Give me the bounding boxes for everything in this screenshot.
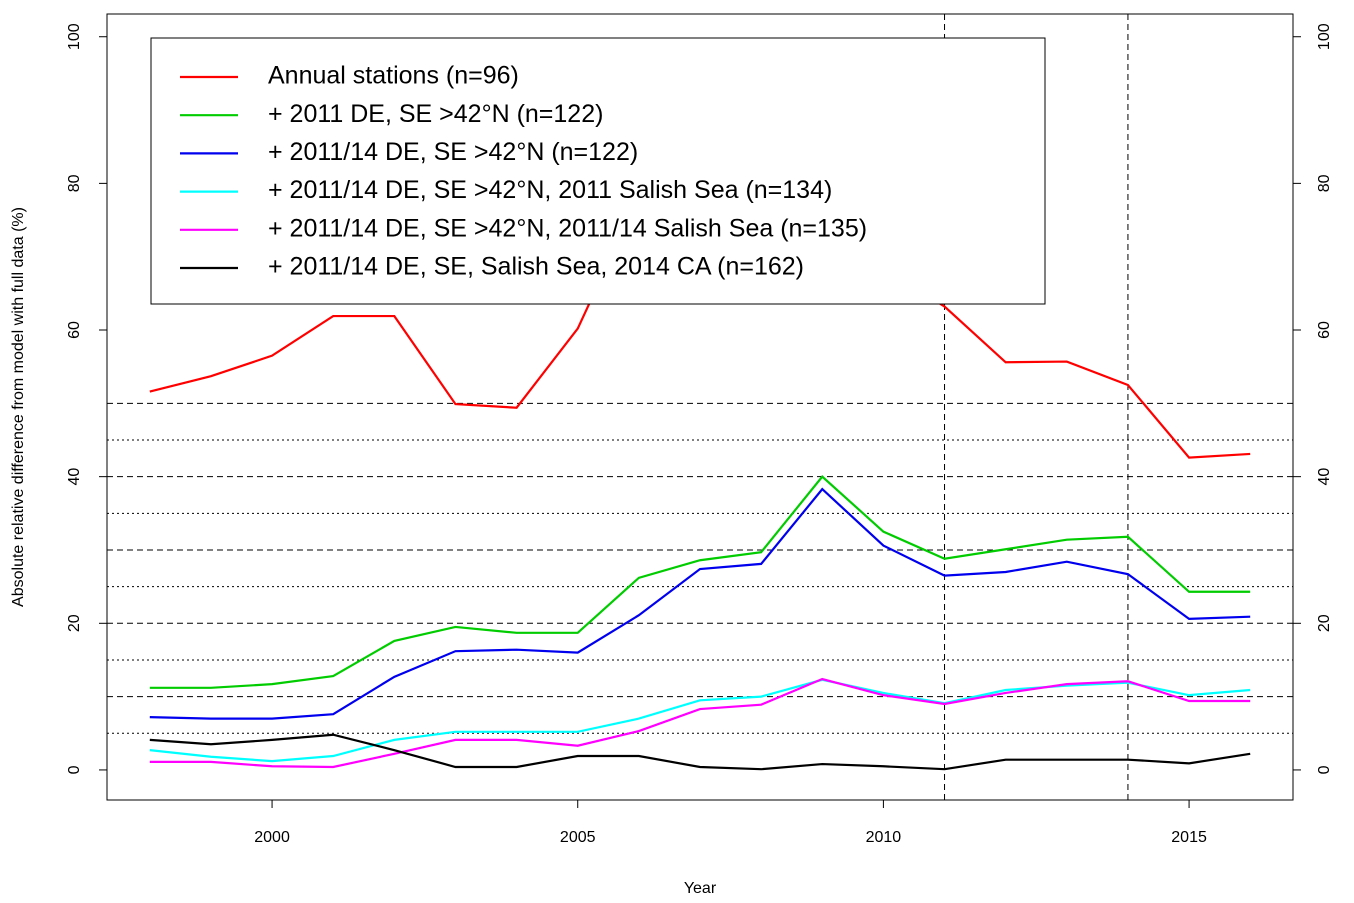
y-tick-label: 60 — [66, 321, 83, 339]
legend-label: Annual stations (n=96) — [268, 62, 519, 90]
x-axis-label: Year — [684, 880, 717, 897]
y-tick-label: 80 — [66, 174, 83, 192]
legend: Annual stations (n=96) + 2011 DE, SE >42°… — [150, 37, 1046, 305]
y2-tick-label: 60 — [1316, 321, 1333, 339]
series-line — [149, 487, 1251, 720]
plot-frame — [106, 13, 1294, 801]
y-axis-label: Absolute relative difference from model … — [10, 207, 27, 607]
x-tick-label: 2005 — [560, 829, 596, 846]
series-line — [149, 733, 1251, 771]
x-tick-label: 2010 — [866, 829, 902, 846]
y-tick-label: 0 — [66, 765, 83, 774]
legend-label: + 2011/14 DE, SE, Salish Sea, 2014 CA (n… — [268, 253, 804, 281]
series-line — [149, 677, 1251, 769]
legend-label: + 2011/14 DE, SE >42°N, 2011/14 Salish S… — [268, 214, 867, 242]
y2-tick-label: 80 — [1316, 174, 1333, 192]
y-tick-label: 40 — [66, 468, 83, 486]
x-tick-label: 2000 — [254, 829, 290, 846]
y-tick-label: 20 — [66, 614, 83, 632]
legend-box — [150, 37, 1046, 305]
y-tick-label: 100 — [66, 23, 83, 50]
y2-tick-label: 40 — [1316, 468, 1333, 486]
y2-tick-label: 20 — [1316, 614, 1333, 632]
series-line — [149, 678, 1251, 763]
legend-label: + 2011/14 DE, SE >42°N (n=122) — [268, 138, 638, 166]
y2-tick-label: 100 — [1316, 23, 1333, 50]
legend-label: + 2011 DE, SE >42°N (n=122) — [268, 100, 603, 128]
series-line — [149, 475, 1251, 689]
y2-tick-label: 0 — [1316, 765, 1333, 774]
x-tick-label: 2015 — [1171, 829, 1207, 846]
legend-label: + 2011/14 DE, SE >42°N, 2011 Salish Sea … — [268, 176, 832, 204]
